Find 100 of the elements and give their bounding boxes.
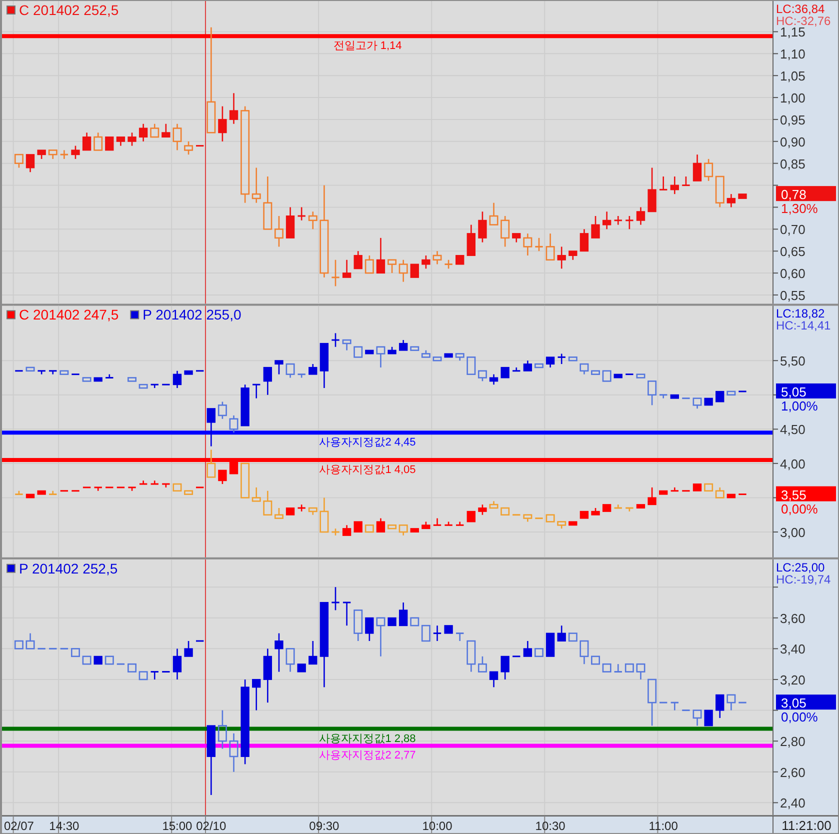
candlestick bbox=[614, 504, 622, 509]
legend-label: P 201402 255,0 bbox=[142, 306, 242, 323]
candlestick bbox=[116, 136, 126, 146]
candlestick bbox=[444, 625, 453, 634]
candlestick bbox=[636, 206, 646, 226]
candlestick bbox=[138, 123, 148, 142]
x-tick-label: 02/07 bbox=[4, 819, 34, 833]
y-tick-label: 1,10 bbox=[780, 46, 806, 62]
candlestick bbox=[252, 384, 260, 399]
candlestick bbox=[670, 176, 679, 195]
y-tick-label: 3,20 bbox=[780, 672, 806, 688]
candlestick bbox=[546, 232, 555, 261]
candlestick bbox=[580, 363, 589, 375]
candlestick bbox=[172, 483, 182, 492]
y-tick-label: 1,00 bbox=[780, 90, 806, 106]
candlestick bbox=[614, 374, 622, 378]
candlestick bbox=[432, 356, 442, 362]
candlestick bbox=[636, 663, 646, 680]
candlestick bbox=[648, 678, 657, 726]
candlestick bbox=[82, 656, 92, 665]
candlestick bbox=[297, 664, 306, 672]
candlestick bbox=[320, 497, 329, 533]
ref-line-label: 사용자지정값1 4,05 bbox=[319, 464, 416, 476]
candlestick bbox=[206, 26, 216, 134]
candlestick bbox=[500, 366, 510, 378]
candlestick bbox=[364, 524, 374, 533]
candlestick bbox=[546, 632, 555, 657]
x-tick-label: 09:30 bbox=[309, 819, 340, 833]
candlestick bbox=[716, 694, 724, 719]
candlestick bbox=[568, 632, 578, 642]
text: 0,00% bbox=[781, 710, 818, 725]
x-tick-label: 10:30 bbox=[535, 819, 566, 833]
candlestick bbox=[376, 617, 386, 658]
candlestick bbox=[523, 640, 532, 657]
candlestick bbox=[206, 449, 216, 478]
y-tick-label: 3,60 bbox=[780, 610, 806, 626]
candlestick bbox=[726, 390, 736, 396]
candlestick bbox=[602, 370, 612, 382]
candlestick bbox=[591, 656, 600, 665]
candlestick bbox=[648, 167, 656, 212]
candlestick bbox=[444, 353, 453, 358]
candlestick bbox=[660, 394, 668, 399]
candlestick bbox=[320, 184, 329, 278]
candlestick bbox=[240, 462, 250, 498]
legend: P 201402 252,5 bbox=[6, 560, 118, 576]
candlestick bbox=[206, 725, 216, 796]
candlestick bbox=[580, 510, 589, 519]
candlestick bbox=[354, 521, 362, 532]
candlestick bbox=[433, 518, 442, 526]
candlestick bbox=[274, 360, 284, 375]
text: 0,00% bbox=[781, 501, 818, 516]
candlestick bbox=[670, 702, 678, 711]
candlestick bbox=[568, 521, 578, 526]
candlestick bbox=[704, 398, 713, 406]
candlestick bbox=[456, 632, 464, 642]
candlestick bbox=[624, 663, 634, 672]
candlestick bbox=[105, 136, 114, 151]
y-tick-label: 5,50 bbox=[780, 354, 806, 369]
candlestick bbox=[308, 507, 318, 516]
candlestick bbox=[342, 339, 352, 351]
candlestick bbox=[489, 671, 498, 688]
candlestick bbox=[138, 384, 148, 389]
candlestick bbox=[636, 374, 646, 378]
text: 1,30% bbox=[781, 201, 818, 216]
candlestick bbox=[466, 640, 476, 672]
candlestick bbox=[263, 490, 272, 516]
text: HC:-14,41 bbox=[776, 318, 832, 333]
candlestick bbox=[692, 154, 702, 182]
x-tick-label: 10:00 bbox=[422, 819, 453, 833]
legend: C 201402 252,5 bbox=[6, 2, 119, 18]
candlestick bbox=[229, 732, 238, 773]
candlestick bbox=[37, 490, 46, 495]
candlestick bbox=[286, 508, 295, 516]
candlestick bbox=[670, 394, 679, 399]
candlestick bbox=[60, 370, 69, 375]
candlestick bbox=[342, 524, 352, 536]
y-tick-label: 2,40 bbox=[780, 796, 806, 811]
candlestick bbox=[602, 210, 612, 230]
candlestick bbox=[512, 233, 521, 243]
y-tick-label: 2,60 bbox=[780, 764, 806, 780]
candlestick bbox=[546, 356, 555, 368]
x-tick-label: 11:00 bbox=[648, 819, 678, 833]
candlestick bbox=[252, 678, 261, 711]
legend-label: C 201402 247,5 bbox=[19, 306, 119, 323]
candlestick bbox=[568, 356, 578, 362]
y-tick-label: 0,90 bbox=[780, 134, 806, 150]
candlestick bbox=[252, 486, 261, 502]
candlestick bbox=[172, 370, 182, 389]
candlestick bbox=[388, 524, 397, 530]
candlestick bbox=[48, 150, 58, 160]
candlestick bbox=[500, 507, 510, 516]
candlestick bbox=[715, 176, 724, 208]
text: 1,00% bbox=[781, 398, 818, 414]
y-tick-label: 0,95 bbox=[780, 112, 806, 128]
candlestick bbox=[648, 486, 656, 506]
candlestick bbox=[128, 663, 136, 672]
candlestick bbox=[534, 648, 544, 658]
candlestick bbox=[692, 710, 702, 726]
candlestick bbox=[82, 377, 92, 382]
candlestick bbox=[659, 490, 668, 495]
